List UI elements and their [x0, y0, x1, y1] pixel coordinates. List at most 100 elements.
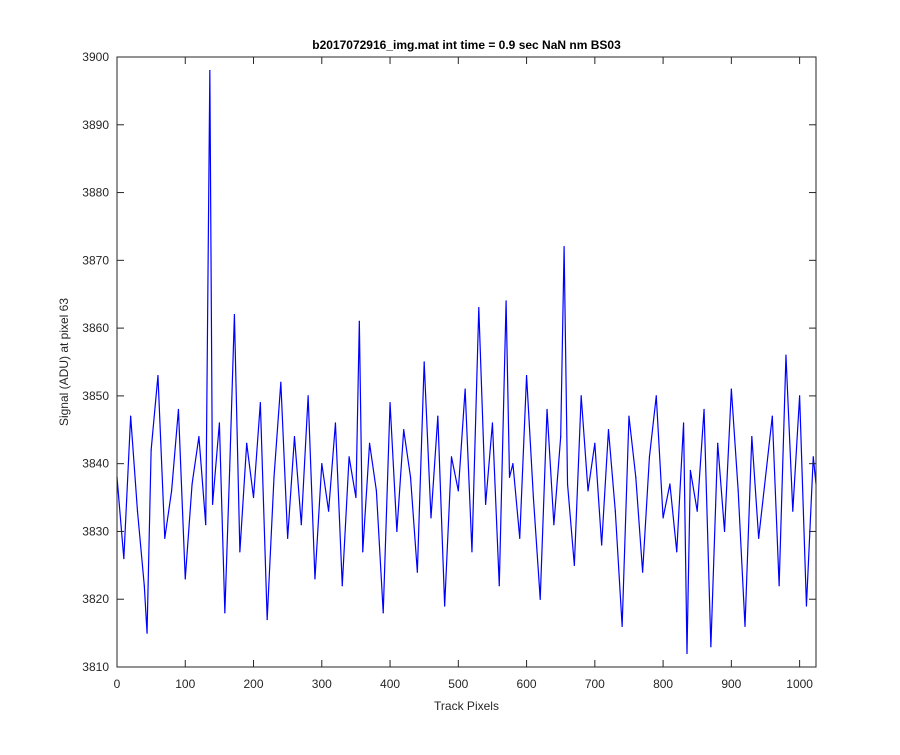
data-point — [191, 483, 193, 485]
data-point — [430, 517, 432, 519]
data-point — [157, 374, 159, 377]
data-point — [621, 625, 623, 627]
data-point — [130, 415, 132, 417]
data-point — [662, 517, 664, 519]
data-point — [491, 422, 494, 424]
data-point — [403, 429, 405, 431]
x-tick-label: 1000 — [786, 677, 813, 691]
data-point — [348, 456, 350, 458]
data-point — [751, 435, 753, 438]
data-point — [368, 442, 371, 444]
plot-frame — [116, 56, 817, 668]
data-point — [485, 503, 487, 505]
data-point — [560, 435, 562, 438]
data-point — [307, 395, 309, 397]
data-point — [628, 415, 630, 417]
data-point — [423, 361, 425, 363]
data-point — [314, 578, 316, 580]
data-point — [478, 307, 480, 309]
data-point — [150, 449, 152, 451]
data-point — [505, 300, 507, 302]
y-tick-label: 3900 — [82, 50, 109, 64]
data-point — [764, 476, 767, 478]
y-tick-label: 3840 — [82, 457, 109, 471]
y-tick-label: 3850 — [82, 389, 109, 403]
data-point — [266, 618, 268, 621]
data-point — [358, 320, 360, 322]
data-point — [717, 442, 719, 444]
data-point — [184, 578, 186, 580]
data-point — [280, 381, 282, 383]
y-tick-label: 3810 — [82, 660, 109, 674]
data-point — [519, 537, 521, 539]
y-tick-label: 3860 — [82, 321, 109, 335]
data-point — [136, 510, 139, 512]
data-point — [758, 537, 760, 539]
data-point — [508, 476, 511, 478]
data-point — [676, 551, 678, 553]
data-point — [389, 402, 391, 404]
data-point — [293, 435, 296, 438]
data-point — [252, 496, 255, 499]
data-point — [334, 422, 337, 424]
data-point — [546, 408, 548, 411]
data-point — [205, 524, 207, 526]
data-point — [300, 524, 302, 526]
data-point — [382, 612, 384, 614]
chart-title: b2017072916_img.mat int time = 0.9 sec N… — [312, 38, 621, 52]
data-point — [689, 469, 692, 472]
data-point — [792, 510, 794, 512]
y-tick-label: 3820 — [82, 592, 109, 606]
data-point — [812, 456, 814, 458]
data-point — [164, 537, 166, 539]
data-point — [211, 503, 214, 505]
data-point — [355, 496, 357, 499]
data-point — [778, 585, 780, 587]
data-point — [246, 442, 248, 444]
data-point — [396, 530, 398, 533]
data-point — [123, 557, 125, 560]
data-point — [553, 524, 555, 526]
data-point — [710, 646, 712, 648]
data-point — [457, 490, 459, 492]
tick-layer: 0 100 200 300 400 500 600 700 800 900 1000 3810 3820… — [82, 50, 816, 691]
plot-background — [117, 57, 816, 667]
data-point — [655, 395, 657, 397]
data-point — [635, 476, 637, 478]
x-tick-label: 500 — [448, 677, 468, 691]
x-axis-label: Track Pixels — [434, 699, 499, 713]
data-point — [229, 469, 231, 472]
y-tick-label: 3830 — [82, 524, 109, 538]
data-point — [607, 429, 610, 431]
x-tick-label: 800 — [653, 677, 673, 691]
data-point — [744, 625, 746, 627]
data-point — [601, 544, 603, 546]
data-point — [444, 605, 446, 607]
data-point — [437, 415, 439, 417]
data-point — [737, 490, 739, 492]
data-point — [587, 490, 589, 492]
data-point — [143, 585, 145, 587]
x-tick-label: 0 — [114, 677, 121, 691]
data-point — [328, 510, 330, 512]
data-point — [566, 483, 569, 485]
data-point — [539, 598, 541, 600]
data-point — [209, 69, 211, 72]
x-tick-label: 600 — [517, 677, 537, 691]
data-point — [512, 463, 514, 465]
data-point — [573, 564, 575, 566]
y-tick-label: 3870 — [82, 253, 109, 267]
x-tick-label: 200 — [244, 677, 264, 691]
data-point — [464, 388, 466, 390]
y-axis-label: Signal (ADU) at pixel 63 — [57, 298, 71, 426]
x-tick-label: 700 — [585, 677, 605, 691]
data-point — [669, 483, 671, 485]
x-tick-label: 100 — [175, 677, 195, 691]
data-point — [218, 422, 220, 424]
data-point — [321, 463, 323, 465]
data-point — [703, 408, 705, 411]
data-point — [409, 476, 412, 478]
data-point — [177, 408, 180, 411]
data-point — [362, 551, 364, 553]
data-point — [471, 551, 473, 553]
